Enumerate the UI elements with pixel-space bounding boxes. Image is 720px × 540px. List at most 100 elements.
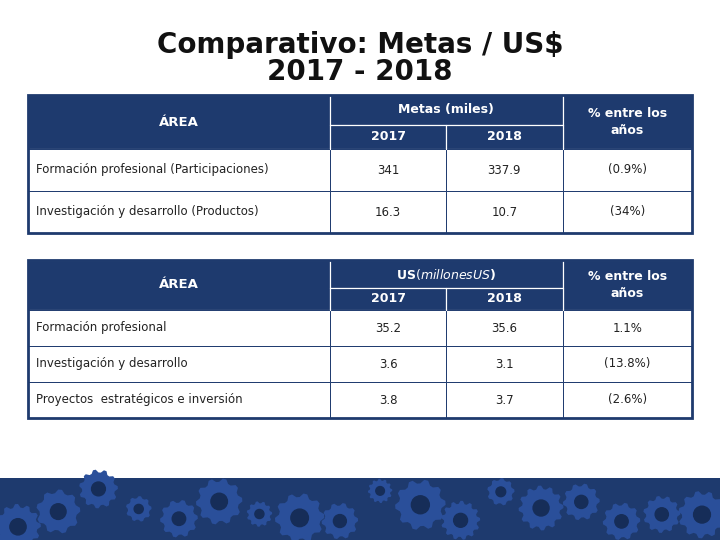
Circle shape <box>255 509 264 518</box>
Bar <box>330 346 446 382</box>
Text: (13.8%): (13.8%) <box>604 357 650 370</box>
Bar <box>28 310 330 346</box>
Circle shape <box>376 487 384 495</box>
Text: 341: 341 <box>377 164 400 177</box>
Polygon shape <box>79 470 118 508</box>
Bar <box>28 149 330 191</box>
Bar <box>446 382 562 418</box>
Circle shape <box>91 482 105 496</box>
Text: 2018: 2018 <box>487 293 522 306</box>
Polygon shape <box>37 490 80 534</box>
Text: Investigación y desarrollo (Productos): Investigación y desarrollo (Productos) <box>36 206 258 219</box>
Text: 2018: 2018 <box>487 131 522 144</box>
Text: 2017: 2017 <box>371 131 406 144</box>
Bar <box>330 288 446 310</box>
Circle shape <box>533 500 549 516</box>
Text: 35.2: 35.2 <box>375 321 401 334</box>
Polygon shape <box>487 478 515 505</box>
Bar <box>562 346 692 382</box>
Circle shape <box>333 515 346 528</box>
Bar <box>28 382 330 418</box>
Text: Proyectos  estratégicos e inversión: Proyectos estratégicos e inversión <box>36 394 243 407</box>
Circle shape <box>575 495 588 509</box>
Text: ÁREA: ÁREA <box>159 279 199 292</box>
Bar <box>562 382 692 418</box>
Circle shape <box>10 518 26 535</box>
Bar <box>330 260 562 288</box>
Bar <box>330 191 446 233</box>
Polygon shape <box>322 503 358 539</box>
Bar <box>28 95 330 149</box>
Bar <box>562 191 692 233</box>
Circle shape <box>211 493 228 510</box>
Bar <box>330 149 446 191</box>
Circle shape <box>655 508 668 521</box>
Polygon shape <box>518 485 564 530</box>
Text: (0.9%): (0.9%) <box>608 164 647 177</box>
Polygon shape <box>368 479 392 503</box>
Polygon shape <box>196 478 243 524</box>
Text: % entre los
años: % entre los años <box>588 107 667 137</box>
Bar <box>446 125 562 149</box>
Bar <box>330 310 446 346</box>
Text: Comparativo: Metas / US$: Comparativo: Metas / US$ <box>157 31 563 59</box>
Circle shape <box>172 512 186 525</box>
Text: Formación profesional (Participaciones): Formación profesional (Participaciones) <box>36 164 269 177</box>
Text: 3.1: 3.1 <box>495 357 514 370</box>
Text: Investigación y desarrollo: Investigación y desarrollo <box>36 357 188 370</box>
Bar <box>28 95 692 233</box>
Bar <box>562 149 692 191</box>
Text: US$ (millones US$): US$ (millones US$) <box>396 267 496 281</box>
Text: 3.7: 3.7 <box>495 394 514 407</box>
Circle shape <box>50 504 66 519</box>
Polygon shape <box>275 494 324 540</box>
Circle shape <box>411 496 429 514</box>
Text: 35.6: 35.6 <box>492 321 518 334</box>
Polygon shape <box>160 500 198 537</box>
Text: 3.8: 3.8 <box>379 394 397 407</box>
Bar <box>0 478 720 540</box>
Polygon shape <box>441 501 480 540</box>
Text: 2017 - 2018: 2017 - 2018 <box>267 58 453 86</box>
Bar <box>446 149 562 191</box>
Polygon shape <box>644 496 680 533</box>
Polygon shape <box>563 484 600 520</box>
Text: 3.6: 3.6 <box>379 357 397 370</box>
Polygon shape <box>126 496 151 522</box>
Text: (34%): (34%) <box>610 206 645 219</box>
Text: 337.9: 337.9 <box>487 164 521 177</box>
Circle shape <box>615 515 629 528</box>
Polygon shape <box>395 480 446 530</box>
Bar <box>330 95 562 125</box>
Text: % entre los
años: % entre los años <box>588 270 667 300</box>
Bar <box>446 288 562 310</box>
Circle shape <box>496 487 505 497</box>
Bar <box>446 191 562 233</box>
Bar <box>28 346 330 382</box>
Polygon shape <box>678 491 720 538</box>
Bar <box>330 382 446 418</box>
Polygon shape <box>0 504 41 540</box>
Text: 10.7: 10.7 <box>491 206 518 219</box>
Polygon shape <box>247 502 272 526</box>
Bar <box>562 310 692 346</box>
Bar <box>330 125 446 149</box>
Bar <box>446 310 562 346</box>
Circle shape <box>693 506 711 523</box>
Polygon shape <box>603 503 640 540</box>
Bar <box>28 260 330 310</box>
Circle shape <box>454 514 467 527</box>
Bar <box>446 346 562 382</box>
Text: Metas (miles): Metas (miles) <box>398 104 494 117</box>
Bar <box>562 95 692 149</box>
Text: (2.6%): (2.6%) <box>608 394 647 407</box>
Circle shape <box>134 504 143 514</box>
Bar <box>28 191 330 233</box>
Text: Formación profesional: Formación profesional <box>36 321 166 334</box>
Bar <box>562 260 692 310</box>
Text: 1.1%: 1.1% <box>612 321 642 334</box>
Text: 2017: 2017 <box>371 293 406 306</box>
Circle shape <box>291 509 308 526</box>
Text: ÁREA: ÁREA <box>159 116 199 129</box>
Bar <box>28 260 692 418</box>
